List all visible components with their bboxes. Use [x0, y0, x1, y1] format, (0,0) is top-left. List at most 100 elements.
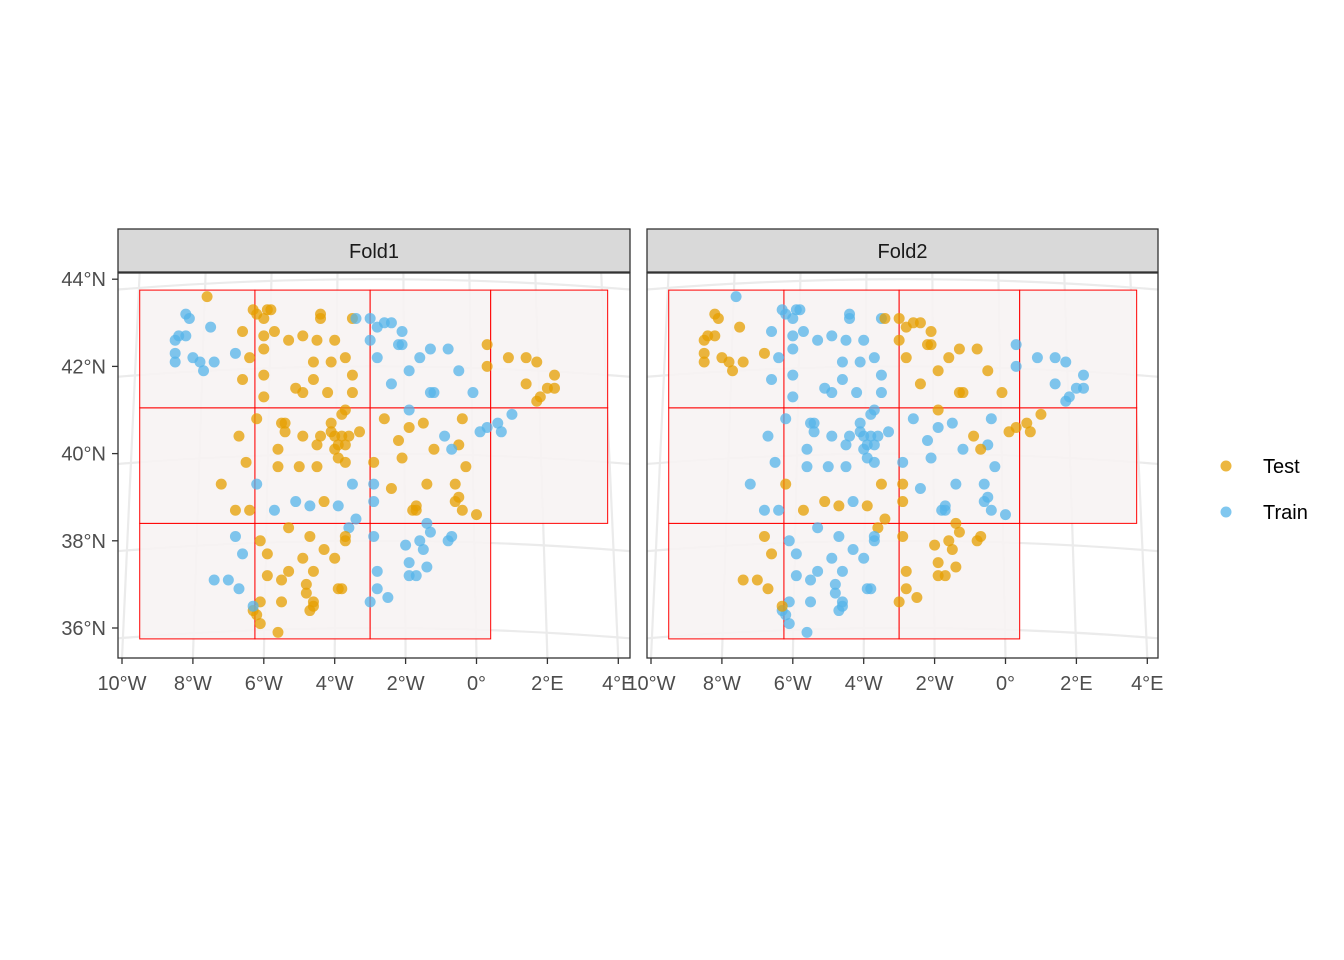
data-point — [925, 452, 937, 464]
data-point — [261, 570, 273, 582]
data-point — [1035, 408, 1047, 420]
data-point — [762, 583, 774, 595]
spatial-block — [668, 407, 785, 524]
data-point — [1077, 369, 1089, 381]
data-point — [925, 326, 937, 338]
data-point — [744, 478, 756, 490]
data-point — [836, 565, 848, 577]
data-point — [237, 326, 249, 338]
data-point — [787, 343, 799, 355]
panel-border — [117, 272, 631, 659]
data-point — [371, 352, 383, 364]
x-tick-label: 2°W — [916, 673, 954, 695]
x-tick-label: 4°W — [316, 673, 354, 695]
data-point — [251, 478, 263, 490]
data-point — [318, 544, 330, 556]
data-point — [215, 478, 227, 490]
data-point — [1003, 426, 1015, 438]
data-point — [939, 504, 951, 516]
data-point — [254, 618, 266, 630]
data-point — [751, 574, 763, 586]
data-point — [897, 530, 909, 542]
data-point — [762, 430, 774, 442]
data-point — [201, 291, 213, 303]
facet-panel-1: Fold1 10°W 8°W 6°W 4°W 2°W 0° 2°E 4°E 44°N 42°N 40°… — [61, 228, 635, 695]
data-point — [325, 356, 337, 368]
data-point — [957, 387, 969, 399]
spatial-block — [254, 522, 371, 640]
x-tick-label: 6°W — [774, 673, 812, 695]
data-point — [332, 500, 344, 512]
data-point — [290, 496, 302, 508]
data-point — [297, 330, 309, 342]
x-tick-label: 4°E — [602, 673, 634, 695]
data-point — [492, 417, 504, 429]
data-point — [385, 378, 397, 390]
data-point — [978, 478, 990, 490]
x-tick-label: 2°W — [387, 673, 425, 695]
data-point — [953, 343, 965, 355]
data-point — [403, 421, 415, 433]
facet-strip-label: Fold2 — [877, 241, 927, 263]
data-point — [939, 570, 951, 582]
data-point — [907, 413, 919, 425]
data-point — [929, 539, 941, 551]
data-point — [272, 461, 284, 473]
data-point — [840, 461, 852, 473]
data-point — [872, 430, 884, 442]
spatial-block — [898, 522, 1021, 640]
data-point — [318, 496, 330, 508]
data-point — [208, 356, 220, 368]
data-point — [868, 456, 880, 468]
data-point — [787, 312, 799, 324]
data-point — [975, 443, 987, 455]
data-point — [897, 456, 909, 468]
data-point — [414, 352, 426, 364]
data-point — [339, 352, 351, 364]
data-point — [346, 387, 358, 399]
legend-label-train: Train — [1263, 502, 1308, 524]
data-point — [950, 561, 962, 573]
data-point — [985, 413, 997, 425]
data-point — [304, 605, 316, 617]
data-point — [858, 443, 870, 455]
data-point — [897, 496, 909, 508]
data-point — [325, 417, 337, 429]
data-point — [783, 618, 795, 630]
data-point — [943, 535, 955, 547]
data-point — [758, 504, 770, 516]
data-point — [456, 504, 468, 516]
data-point — [396, 326, 408, 338]
data-point — [354, 426, 366, 438]
data-point — [300, 578, 312, 590]
y-tick-label: 36°N — [61, 618, 106, 640]
data-point — [424, 526, 436, 538]
data-point — [836, 373, 848, 385]
data-point — [879, 312, 891, 324]
data-point — [844, 312, 856, 324]
x-tick-label: 10°W — [97, 673, 146, 695]
data-point — [989, 461, 1001, 473]
data-point — [495, 426, 507, 438]
data-point — [329, 334, 341, 346]
data-point — [428, 443, 440, 455]
data-point — [851, 387, 863, 399]
spatial-block — [668, 522, 785, 640]
data-point — [311, 461, 323, 473]
data-point — [471, 509, 482, 521]
data-point — [240, 456, 252, 468]
data-point — [1049, 352, 1061, 364]
panel-border — [646, 272, 1159, 659]
data-point — [801, 443, 813, 455]
data-point — [1010, 360, 1022, 372]
data-point — [417, 544, 429, 556]
data-point — [548, 369, 560, 381]
data-point — [481, 360, 493, 372]
data-point — [169, 356, 181, 368]
data-point — [858, 334, 870, 346]
spatial-block — [783, 522, 900, 640]
data-point — [283, 522, 295, 534]
data-point — [268, 326, 280, 338]
data-point — [950, 517, 962, 529]
